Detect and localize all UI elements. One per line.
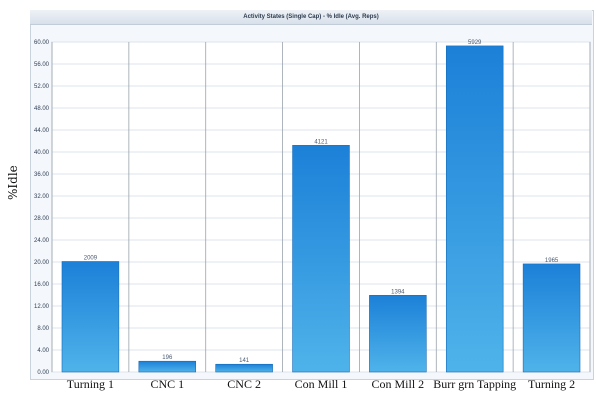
bar	[522, 263, 581, 373]
y-tick-label: 0.00	[37, 370, 49, 376]
y-tick-label: 12.00	[34, 304, 50, 310]
data-label: 1965	[545, 258, 559, 264]
y-tick-label: 32.00	[34, 194, 50, 200]
y-tick-label: 28.00	[34, 216, 50, 222]
bar	[292, 145, 350, 373]
x-tick-label: CNC 1	[150, 377, 184, 391]
y-tick-label: 40.00	[34, 150, 50, 156]
bar	[61, 261, 120, 373]
y-tick-label: 36.00	[34, 172, 50, 178]
x-tick-label: Con Mill 2	[372, 377, 425, 391]
x-tick-label: Burr grn Tapping	[433, 377, 516, 391]
y-tick-label: 20.00	[34, 260, 50, 266]
x-tick-label: CNC 2	[227, 377, 261, 391]
y-tick-label: 60.00	[34, 40, 50, 46]
y-tick-label: 16.00	[34, 282, 50, 288]
bar	[369, 295, 427, 373]
x-tick-label: Turning 1	[67, 377, 114, 391]
y-tick-label: 56.00	[34, 62, 50, 68]
y-tick-label: 4.00	[37, 348, 49, 354]
bar	[445, 45, 504, 373]
bar	[215, 363, 273, 373]
x-tick-label: Turning 2	[528, 377, 575, 391]
data-label: 4121	[314, 139, 328, 145]
y-tick-label: 44.00	[34, 128, 50, 134]
data-label: 5929	[468, 40, 482, 46]
y-tick-label: 8.00	[37, 326, 49, 332]
x-tick-label: Con Mill 1	[295, 377, 348, 391]
y-tick-label: 48.00	[34, 106, 50, 112]
data-label: 2009	[84, 256, 98, 262]
y-tick-label: 52.00	[34, 84, 50, 90]
data-label: 196	[162, 355, 173, 361]
bar	[138, 360, 197, 373]
data-label: 141	[239, 358, 250, 364]
chart-title: Activity States (Single Cap) - % Idle (A…	[30, 10, 592, 25]
data-label: 1394	[391, 289, 405, 295]
y-tick-label: 24.00	[34, 238, 50, 244]
